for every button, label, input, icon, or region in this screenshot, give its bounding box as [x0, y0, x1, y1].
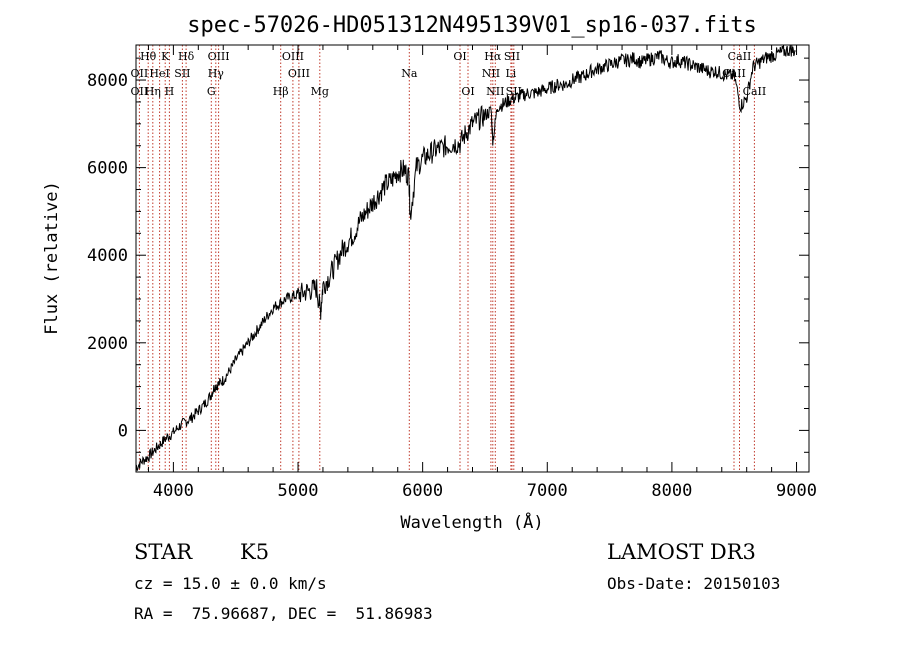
line-label: OII	[131, 67, 149, 80]
x-tick-label: 4000	[153, 481, 194, 501]
y-axis-label: Flux (relative)	[42, 181, 62, 335]
line-label: OI	[453, 50, 466, 63]
line-label: SII	[504, 50, 520, 63]
x-axis-ticks: 4000 5000 6000 7000 8000 9000	[147, 45, 817, 501]
sky-coordinates: RA = 75.96687, DEC = 51.86983	[134, 604, 433, 623]
line-label: Hα	[484, 50, 502, 63]
y-tick-label: 2000	[87, 334, 128, 354]
x-tick-label: 5000	[278, 481, 319, 501]
spectral-subclass: K5	[240, 540, 270, 564]
line-label: G	[207, 85, 216, 98]
y-tick-label: 0	[118, 421, 128, 441]
line-label: K	[161, 50, 170, 63]
line-label: Hη	[145, 85, 161, 98]
line-label: HeI	[149, 67, 169, 80]
line-label: H	[165, 85, 175, 98]
line-label: NII	[486, 85, 504, 98]
line-label: Li	[505, 67, 516, 80]
chart-title: spec-57026-HD051312N495139V01_sp16-037.f…	[187, 13, 757, 38]
x-tick-label: 6000	[402, 481, 443, 501]
line-label: Hθ	[140, 50, 157, 63]
y-tick-label: 4000	[87, 246, 128, 266]
emission-line-markers	[138, 45, 755, 472]
line-label: Hβ	[273, 85, 289, 98]
line-label: OIII	[208, 50, 230, 63]
x-tick-label: 8000	[651, 481, 692, 501]
line-label: OIII	[288, 67, 310, 80]
line-label: OIII	[282, 50, 304, 63]
flux-line	[135, 44, 796, 471]
survey-name: LAMOST DR3	[607, 540, 756, 564]
line-label: Hδ	[178, 50, 195, 63]
y-tick-label: 8000	[87, 71, 128, 91]
redshift-cz: cz = 15.0 ± 0.0 km/s	[134, 574, 327, 593]
line-label: CaII	[728, 50, 752, 63]
flux-series	[135, 44, 796, 471]
y-axis-ticks: 0 2000 4000 6000 8000	[87, 57, 809, 453]
line-label: OII	[131, 85, 149, 98]
line-label: SII	[174, 67, 190, 80]
x-tick-label: 9000	[776, 481, 817, 501]
object-type: STAR	[134, 540, 193, 564]
line-label: Hγ	[208, 67, 225, 80]
x-axis-label: Wavelength (Å)	[400, 511, 543, 533]
line-label: Mg	[311, 85, 329, 98]
x-tick-label: 7000	[527, 481, 568, 501]
plot-frame	[135, 44, 810, 473]
line-label: NII	[482, 67, 500, 80]
observation-date: Obs-Date: 20150103	[607, 574, 781, 593]
line-label: OI	[461, 85, 474, 98]
line-label: CaII	[743, 85, 767, 98]
line-label: Na	[401, 67, 418, 80]
y-tick-label: 6000	[87, 159, 128, 179]
